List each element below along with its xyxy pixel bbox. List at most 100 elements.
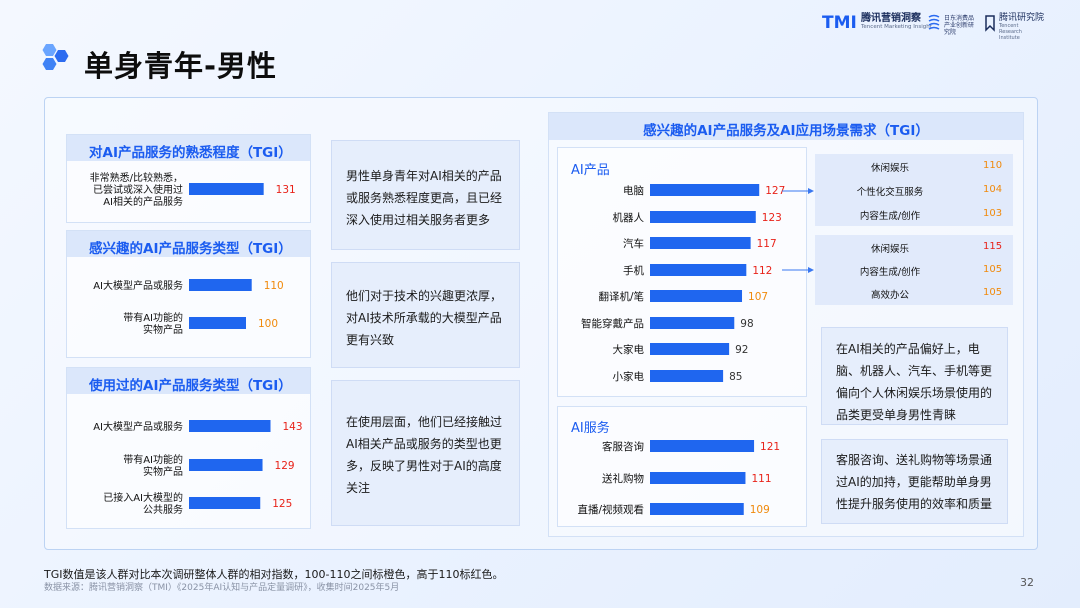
- category-label: 机器人: [613, 211, 645, 224]
- bar: [650, 472, 746, 484]
- category-label: 翻译机/笔: [598, 290, 644, 303]
- scenario-name: 内容生成/创作: [859, 211, 921, 222]
- scenario-title: 感兴趣的AI产品服务及AI应用场景需求（TGI）: [549, 113, 1023, 140]
- category-label: 非常熟悉/比较熟悉，已尝试或深入使用过 AI相关的产品服务: [90, 171, 183, 208]
- value-label: 129: [275, 460, 295, 472]
- scenario-name: 高效办公: [870, 290, 909, 302]
- category-label: AI大模型产品或服务: [93, 420, 183, 433]
- scenario-name: 休闲娱乐: [870, 243, 909, 255]
- category-label: 已接入AI大模型的公共服务: [103, 491, 183, 516]
- hexagon-logo-icon: [42, 44, 69, 70]
- category-label: 大家电: [613, 343, 645, 356]
- category-label: 带有AI功能的实物产品: [123, 453, 183, 478]
- partner-brand: 日东消费品产业创新研究院: [944, 15, 975, 36]
- value-label: 109: [750, 504, 770, 516]
- familiarity-panel: 对AI产品服务的熟悉程度（TGI） 非常熟悉/比较熟悉，已尝试或深入使用过 AI相…: [66, 134, 311, 223]
- scenario-row: 高效办公 105: [815, 282, 1013, 305]
- value-label: 131: [276, 184, 296, 196]
- value-label: 85: [729, 371, 742, 383]
- research-brand: 腾讯研究院 Tencent Research Institute: [999, 13, 1045, 42]
- ai-product-chart: 电脑 127 机器人 123 汽车 117 手机 112 翻译机/笔 107 智能穿戴产品 98 大家电…: [581, 184, 785, 383]
- scenario-row: 个性化交互服务 104: [815, 178, 1013, 202]
- ai-service-chart: 客服咨询 121 送礼购物 111 直播/视频观看 109: [577, 440, 780, 516]
- note-service-efficiency: 客服咨询、送礼购物等场景通过AI的加持，更能帮助单身男性提升服务使用的效率和质量: [821, 439, 1008, 524]
- note-product-preference: 在AI相关的产品偏好上，电脑、机器人、汽车、手机等更偏向个人休闲娱乐场景使用的品…: [821, 327, 1008, 425]
- bar: [650, 211, 756, 223]
- value-label: 112: [752, 265, 772, 277]
- scenario-value: 103: [983, 208, 1003, 219]
- value-label: 100: [258, 318, 278, 330]
- scenario-value: 105: [983, 287, 1003, 299]
- value-label: 121: [760, 441, 780, 453]
- partner-logo-icon: [928, 14, 940, 30]
- bar: [189, 279, 252, 291]
- category-label: 直播/视频观看: [577, 503, 644, 516]
- data-source: 数据来源：腾讯营销洞察（TMI）《2025年AI认知与产品定量调研》，收集时间2…: [44, 583, 400, 593]
- category-label: 送礼购物: [602, 472, 644, 485]
- category-label: 带有AI功能的实物产品: [123, 311, 183, 336]
- scenario-row: 内容生成/创作 105: [815, 258, 1013, 281]
- bar: [189, 420, 271, 432]
- used-type-panel: 使用过的AI产品服务类型（TGI） AI大模型产品或服务 143 带有AI功能的实物…: [66, 367, 311, 529]
- tgi-footnote: TGI数值是该人群对比本次调研整体人群的相对指数，100-110之间标橙色，高于…: [44, 568, 504, 581]
- used-type-title: 使用过的AI产品服务类型（TGI）: [67, 368, 310, 394]
- scenario-value: 115: [983, 240, 1003, 252]
- note-usage: 在使用层面，他们已经接触过AI相关产品或服务的类型也更多，反映了男性对于AI的高…: [331, 380, 520, 526]
- category-label: 手机: [623, 264, 644, 277]
- scenario-row: 内容生成/创作 103: [815, 202, 1013, 226]
- value-label: 107: [748, 291, 768, 303]
- ai-product-label: AI产品: [571, 163, 610, 178]
- bar: [650, 343, 730, 355]
- page-title: 单身青年-男性: [84, 49, 278, 83]
- note-interest: 他们对于技术的兴趣更浓厚，对AI技术所承载的大模型产品更有兴致: [331, 262, 520, 368]
- scenario-value: 104: [983, 184, 1003, 195]
- value-label: 92: [735, 344, 748, 356]
- bar: [650, 317, 735, 329]
- note-familiarity: 男性单身青年对AI相关的产品或服务熟悉程度更高，且已经深入使用过相关服务者更多: [331, 140, 520, 250]
- value-label: 127: [765, 185, 785, 197]
- scenario-name: 个性化交互服务: [856, 187, 924, 198]
- phone-scenario-table: 休闲娱乐 115 内容生成/创作 105 高效办公 105: [815, 235, 1013, 305]
- familiarity-title: 对AI产品服务的熟悉程度（TGI）: [67, 135, 310, 161]
- tmi-logo: TMI: [822, 13, 857, 33]
- category-label: 智能穿戴产品: [581, 317, 644, 330]
- value-label: 117: [757, 238, 777, 250]
- category-label: 客服咨询: [602, 440, 644, 453]
- interest-type-title: 感兴趣的AI产品服务类型（TGI）: [67, 231, 310, 257]
- scenario-row: 休闲娱乐 115: [815, 235, 1013, 258]
- value-label: 125: [272, 498, 292, 510]
- scenario-value: 110: [983, 160, 1003, 171]
- value-label: 143: [283, 421, 303, 433]
- category-label: 汽车: [623, 237, 644, 250]
- ai-service-label: AI服务: [571, 421, 610, 436]
- bar: [189, 183, 264, 195]
- bar: [650, 440, 755, 452]
- familiarity-chart: 非常熟悉/比较熟悉，已尝试或深入使用过 AI相关的产品服务 131: [90, 171, 296, 208]
- bar: [189, 459, 263, 471]
- scenario-value: 105: [983, 263, 1003, 275]
- pc-scenario-table: 休闲娱乐 110 个性化交互服务 104 内容生成/创作 103: [815, 154, 1013, 226]
- category-label: AI大模型产品或服务: [93, 279, 183, 292]
- value-label: 110: [264, 280, 284, 292]
- bar: [650, 184, 760, 196]
- bar: [650, 237, 751, 249]
- interest-type-chart: AI大模型产品或服务 110 带有AI功能的实物产品 100: [93, 279, 284, 336]
- research-logo-icon: [985, 15, 995, 32]
- bar: [650, 264, 747, 276]
- tmi-brand: 腾讯营销洞察 Tencent Marketing Insight: [861, 13, 932, 31]
- page-number: 32: [1020, 576, 1034, 589]
- value-label: 98: [740, 318, 753, 330]
- bar: [650, 370, 724, 382]
- interest-type-panel: 感兴趣的AI产品服务类型（TGI） AI大模型产品或服务 110 带有AI功能的实物…: [66, 230, 311, 358]
- scenario-name: 休闲娱乐: [870, 163, 909, 174]
- used-type-chart: AI大模型产品或服务 143 带有AI功能的实物产品 129 已接入AI大模型的公共服务…: [93, 420, 303, 516]
- bar: [189, 317, 246, 329]
- category-label: 电脑: [623, 184, 644, 197]
- connector-arrows: [782, 188, 814, 273]
- bar: [650, 503, 744, 515]
- scenario-row: 休闲娱乐 110: [815, 154, 1013, 178]
- value-label: 123: [762, 212, 782, 224]
- category-label: 小家电: [613, 370, 645, 383]
- value-label: 111: [751, 473, 771, 485]
- bar: [189, 497, 261, 509]
